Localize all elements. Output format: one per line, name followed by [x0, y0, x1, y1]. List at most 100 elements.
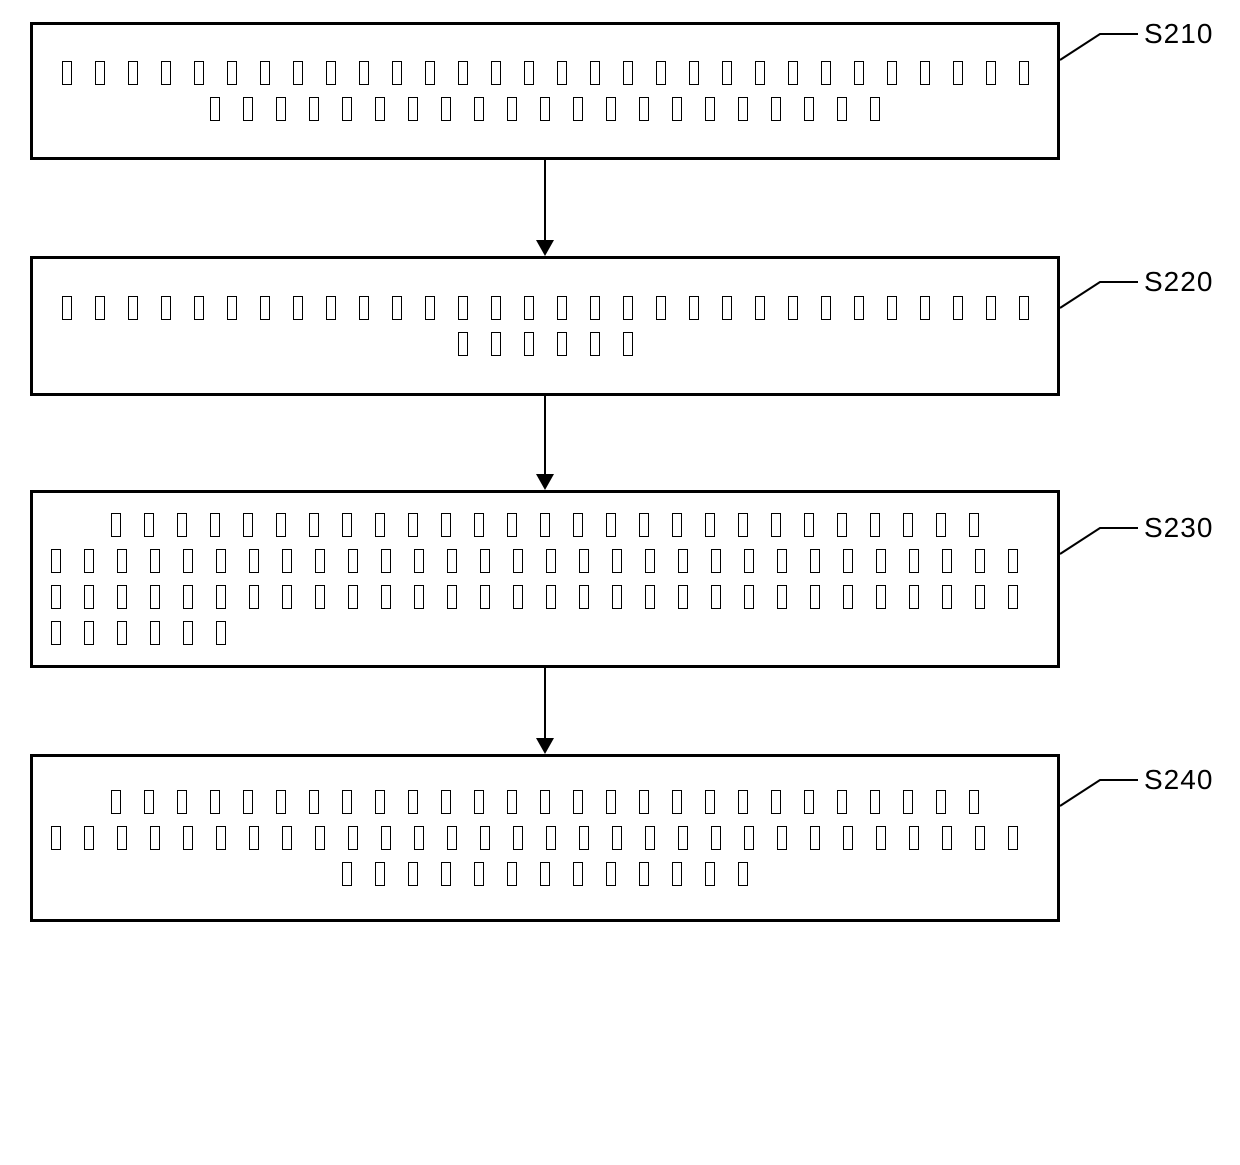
placeholder-char	[689, 296, 699, 320]
placeholder-char	[315, 585, 325, 609]
placeholder-char	[612, 826, 622, 850]
placeholder-char	[986, 296, 996, 320]
placeholder-char	[738, 862, 748, 886]
placeholder-char	[216, 826, 226, 850]
placeholder-char	[711, 826, 721, 850]
placeholder-char	[645, 549, 655, 573]
placeholder-char	[84, 585, 94, 609]
placeholder-char	[837, 97, 847, 121]
leader-line	[1060, 776, 1140, 816]
placeholder-char	[579, 826, 589, 850]
placeholder-char	[458, 61, 468, 85]
placeholder-char	[705, 513, 715, 537]
placeholder-char	[546, 585, 556, 609]
placeholder-char	[705, 97, 715, 121]
placeholder-char	[227, 61, 237, 85]
placeholder-char	[276, 790, 286, 814]
placeholder-char	[1008, 549, 1018, 573]
leader-line	[1060, 524, 1140, 564]
placeholder-char	[381, 826, 391, 850]
placeholder-char	[227, 296, 237, 320]
placeholder-char	[51, 826, 61, 850]
placeholder-char	[524, 296, 534, 320]
placeholder-char	[623, 332, 633, 356]
placeholder-char	[177, 513, 187, 537]
placeholder-char	[870, 790, 880, 814]
placeholder-char	[458, 332, 468, 356]
placeholder-char	[342, 97, 352, 121]
flowchart-container: S210S220S230S240	[30, 22, 1210, 922]
placeholder-char	[342, 790, 352, 814]
placeholder-char	[804, 790, 814, 814]
flowchart-step-s240	[30, 754, 1060, 922]
placeholder-char	[854, 296, 864, 320]
placeholder-char	[876, 826, 886, 850]
placeholder-char	[821, 296, 831, 320]
placeholder-char	[359, 61, 369, 85]
placeholder-char	[639, 513, 649, 537]
placeholder-char	[623, 296, 633, 320]
placeholder-char	[326, 61, 336, 85]
placeholder-char	[480, 585, 490, 609]
step-label-wrapper: S210	[1060, 30, 1213, 50]
placeholder-char	[837, 513, 847, 537]
placeholder-char	[150, 585, 160, 609]
placeholder-char	[414, 585, 424, 609]
placeholder-char	[293, 296, 303, 320]
placeholder-char	[804, 513, 814, 537]
placeholder-char	[606, 790, 616, 814]
placeholder-char	[480, 826, 490, 850]
placeholder-char	[282, 549, 292, 573]
placeholder-char	[408, 513, 418, 537]
arrow-head-icon	[536, 240, 554, 256]
placeholder-char	[909, 549, 919, 573]
placeholder-char	[315, 826, 325, 850]
placeholder-char	[177, 790, 187, 814]
placeholder-char	[909, 585, 919, 609]
placeholder-char	[84, 621, 94, 645]
placeholder-char	[639, 862, 649, 886]
placeholder-char	[870, 513, 880, 537]
placeholder-char	[942, 585, 952, 609]
placeholder-char	[293, 61, 303, 85]
placeholder-char	[309, 513, 319, 537]
placeholder-char	[183, 585, 193, 609]
placeholder-char	[348, 585, 358, 609]
placeholder-char	[474, 513, 484, 537]
placeholder-char	[705, 790, 715, 814]
placeholder-char	[678, 585, 688, 609]
placeholder-char	[117, 549, 127, 573]
placeholder-char	[672, 513, 682, 537]
placeholder-char	[513, 585, 523, 609]
placeholder-char	[441, 97, 451, 121]
step-text-row	[62, 61, 1029, 85]
placeholder-char	[249, 549, 259, 573]
arrow-line	[544, 160, 546, 240]
placeholder-char	[117, 621, 127, 645]
placeholder-char	[375, 97, 385, 121]
placeholder-char	[573, 513, 583, 537]
placeholder-char	[804, 97, 814, 121]
placeholder-char	[546, 549, 556, 573]
flowchart-step-s220	[30, 256, 1060, 396]
placeholder-char	[711, 549, 721, 573]
placeholder-char	[909, 826, 919, 850]
step-text-row	[62, 296, 1029, 320]
placeholder-char	[540, 790, 550, 814]
placeholder-char	[524, 61, 534, 85]
placeholder-char	[210, 790, 220, 814]
placeholder-char	[903, 790, 913, 814]
step-label-text: S210	[1144, 18, 1213, 50]
placeholder-char	[348, 826, 358, 850]
placeholder-char	[590, 296, 600, 320]
placeholder-char	[447, 549, 457, 573]
placeholder-char	[1008, 826, 1018, 850]
placeholder-char	[210, 97, 220, 121]
step-text-row	[51, 826, 1039, 850]
placeholder-char	[474, 862, 484, 886]
placeholder-char	[447, 585, 457, 609]
placeholder-char	[936, 513, 946, 537]
placeholder-char	[810, 549, 820, 573]
step-text-row	[51, 585, 1039, 609]
placeholder-char	[975, 585, 985, 609]
